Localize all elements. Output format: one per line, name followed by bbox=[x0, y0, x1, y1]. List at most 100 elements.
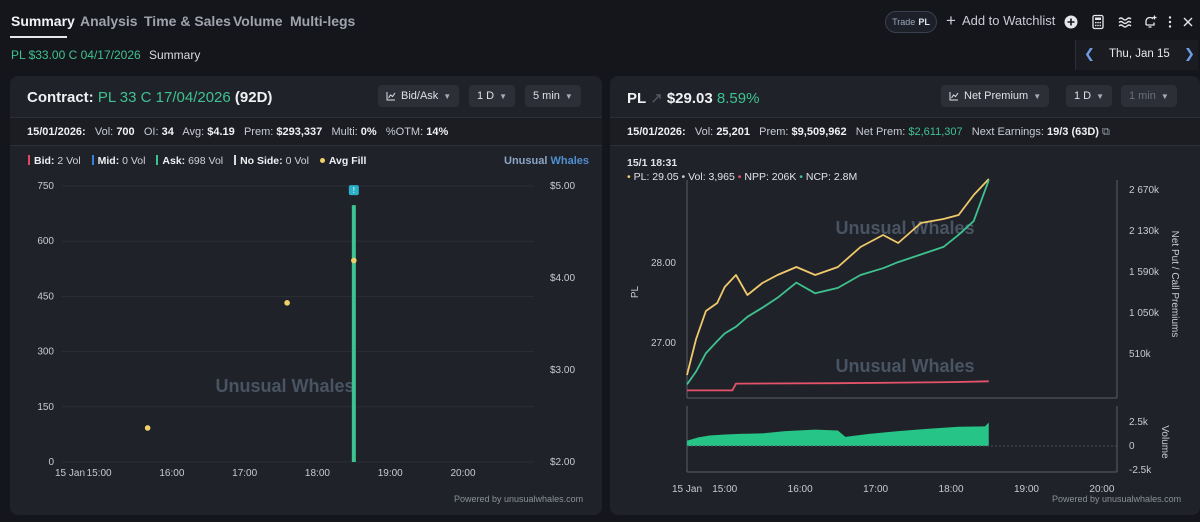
powered-by-label: Powered by unusualwhales.com bbox=[1052, 494, 1182, 504]
external-link-icon[interactable]: ⧉ bbox=[1102, 126, 1110, 138]
contract-subbar: PL $33.00 C 04/17/2026 Summary bbox=[0, 42, 1200, 68]
x-tick-label: 16:00 bbox=[788, 484, 813, 495]
waves-icon[interactable] bbox=[1117, 14, 1133, 30]
close-icon[interactable] bbox=[1180, 14, 1196, 30]
stat-volume: 25,201 bbox=[716, 126, 750, 138]
x-tick-label: 18:00 bbox=[305, 468, 330, 479]
chevron-down-icon: ▼ bbox=[443, 91, 452, 101]
brand-logo: Unusual Whales bbox=[504, 155, 589, 167]
y-left-tick-label: 600 bbox=[37, 236, 54, 247]
contract-dte: (92D) bbox=[234, 89, 273, 106]
tooltip-npp: 206K bbox=[771, 171, 797, 183]
volume-tick-label: -2.5k bbox=[1129, 465, 1152, 476]
interval-select[interactable]: 1 min ▼ bbox=[1121, 85, 1177, 107]
x-tick-label: 15 Jan bbox=[55, 468, 85, 479]
stat-label: Net Prem: bbox=[855, 126, 906, 138]
legend-bid[interactable]: Bid: 2 Vol bbox=[28, 155, 81, 167]
chevron-down-icon: ▼ bbox=[1160, 91, 1169, 101]
ask-volume-bar bbox=[351, 205, 356, 463]
tooltip-ncp: 2.8M bbox=[833, 171, 858, 183]
bell-plus-icon[interactable] bbox=[1142, 14, 1158, 30]
contract-panel: Contract: PL 33 C 17/04/2026 (92D) Bid/A… bbox=[10, 76, 602, 515]
y-right-tick-label: $5.00 bbox=[550, 181, 575, 192]
volume-axis-label: Volume bbox=[1159, 425, 1170, 459]
stat-label: Avg: bbox=[182, 126, 205, 138]
contract-volume-chart[interactable]: 0 150 300 450 600 750 $2.00 $3.00 $4.00 $5.00 15 J… bbox=[10, 152, 602, 512]
tab-analysis[interactable]: Analysis bbox=[80, 13, 138, 29]
net-premium-select[interactable]: Net Premium ▼ bbox=[941, 85, 1050, 107]
x-tick-label: 15 Jan bbox=[672, 484, 702, 495]
tab-volume[interactable]: Volume bbox=[233, 13, 283, 29]
y-left-axis-label: PL bbox=[630, 285, 641, 298]
ticker-symbol: PL bbox=[627, 90, 646, 107]
contract-title-prefix: Contract: bbox=[27, 89, 94, 106]
stat-otm: 14% bbox=[426, 126, 449, 138]
stat-net-premium: $2,611,307 bbox=[908, 126, 963, 138]
date-navigator: ❮ Thu, Jan 15 ❯ bbox=[1075, 40, 1198, 70]
y-right-tick-label: $4.00 bbox=[550, 273, 575, 284]
y-left-tick-label: 450 bbox=[37, 291, 54, 302]
watermark: Unusual Whales bbox=[835, 218, 974, 238]
chart-tooltip: 15/1 18:31 • PL: 29.05 • Vol: 3,965 • NP… bbox=[627, 157, 858, 183]
chevron-right-icon[interactable]: ❯ bbox=[1184, 46, 1195, 61]
active-tab-underline bbox=[10, 36, 67, 38]
interval-select-label: 1 min bbox=[1129, 90, 1156, 102]
add-to-watchlist-label: Add to Watchlist bbox=[961, 13, 1056, 28]
contract-stats-bar: 15/01/2026: Vol: 700 OI: 34 Avg: $4.19 P… bbox=[10, 117, 602, 146]
chevron-down-icon: ▼ bbox=[499, 91, 508, 101]
x-tick-label: 20:00 bbox=[450, 468, 475, 479]
ticker-change: 8.59% bbox=[716, 90, 760, 107]
y-left-tick-label: 750 bbox=[37, 181, 54, 192]
contract-title: Contract: PL 33 C 17/04/2026 (92D) bbox=[27, 89, 272, 106]
premium-flow-chart[interactable]: 27.00 28.00 PL 510k 1 050k 1 590k 2 130k 2 670k… bbox=[610, 172, 1200, 512]
stat-label: Vol: bbox=[94, 126, 114, 138]
trade-marker bbox=[348, 185, 359, 196]
tab-summary[interactable]: Summary bbox=[11, 13, 75, 29]
contract-label[interactable]: PL $33.00 C 04/17/2026 bbox=[11, 48, 141, 62]
stat-next-earnings: 19/3 (63D) bbox=[1047, 126, 1099, 138]
volume-tick-label: 0 bbox=[1129, 441, 1135, 452]
range-select-label: 1 D bbox=[477, 90, 495, 102]
stat-volume: 700 bbox=[116, 126, 135, 138]
range-select-label: 1 D bbox=[1074, 90, 1092, 102]
chevron-left-icon[interactable]: ❮ bbox=[1084, 46, 1095, 61]
y-right-tick-label: 1 590k bbox=[1129, 267, 1160, 278]
legend-no-side[interactable]: No Side: 0 Vol bbox=[234, 155, 309, 167]
avg-fill-point bbox=[351, 257, 357, 264]
legend-ask[interactable]: Ask: 698 Vol bbox=[156, 155, 223, 167]
x-tick-label: 15:00 bbox=[87, 468, 112, 479]
tooltip-vol: 3,965 bbox=[708, 171, 735, 183]
avg-fill-point bbox=[284, 300, 290, 306]
legend-avg-fill[interactable]: Avg Fill bbox=[319, 155, 366, 167]
chevron-down-icon: ▼ bbox=[564, 91, 573, 101]
chevron-down-icon: ▼ bbox=[1096, 91, 1105, 101]
range-select[interactable]: 1 D ▼ bbox=[1066, 85, 1113, 107]
x-tick-label: 16:00 bbox=[159, 468, 184, 479]
calculator-icon[interactable] bbox=[1090, 14, 1106, 30]
arrow-up-right-icon: ↗ bbox=[650, 90, 663, 107]
chart-legend: Bid: 2 Vol Mid: 0 Vol Ask: 698 Vol No Si… bbox=[28, 155, 374, 167]
tooltip-time: 15/1 18:31 bbox=[627, 157, 678, 169]
y-left-tick-label: 150 bbox=[37, 402, 54, 413]
tab-multi-legs[interactable]: Multi-legs bbox=[290, 13, 356, 29]
range-select[interactable]: 1 D ▼ bbox=[469, 85, 516, 107]
trade-marker-glyph: ! bbox=[353, 186, 355, 195]
net-premium-select-label: Net Premium bbox=[964, 90, 1029, 102]
more-vertical-icon[interactable] bbox=[1162, 14, 1178, 30]
stat-label: Vol: bbox=[694, 126, 714, 138]
y-left-tick-label: 0 bbox=[48, 457, 54, 468]
volume-area bbox=[687, 422, 989, 446]
tooltip-pl: 29.05 bbox=[652, 171, 679, 183]
bid-ask-select[interactable]: Bid/Ask ▼ bbox=[378, 85, 460, 107]
interval-select[interactable]: 5 min ▼ bbox=[525, 85, 581, 107]
y-left-tick-label: 27.00 bbox=[651, 338, 676, 349]
stats-date: 15/01/2026: bbox=[627, 126, 686, 138]
trade-button[interactable]: Trade PL bbox=[885, 11, 937, 33]
selected-date[interactable]: Thu, Jan 15 bbox=[1109, 48, 1170, 60]
plus-circle-icon[interactable] bbox=[1063, 14, 1079, 30]
tab-time-and-sales[interactable]: Time & Sales bbox=[144, 13, 231, 29]
legend-mid[interactable]: Mid: 0 Vol bbox=[91, 155, 145, 167]
summary-label: Summary bbox=[149, 48, 201, 62]
stat-multi: 0% bbox=[360, 126, 377, 138]
add-to-watchlist-button[interactable]: + Add to Watchlist bbox=[946, 12, 1056, 29]
